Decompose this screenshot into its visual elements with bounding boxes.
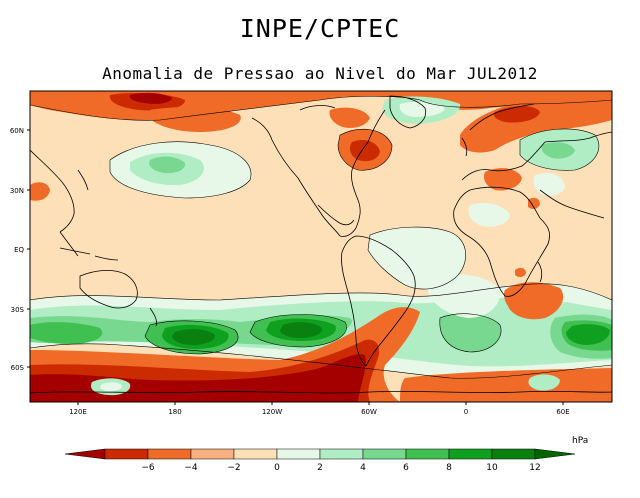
colorbar-tick-label: 0 (274, 463, 280, 473)
anomaly-region-siberia-neg6 (129, 92, 172, 104)
coastline-antarctica (30, 390, 612, 394)
anomaly-region-east-antarctic-pos (528, 374, 560, 391)
lon-label-60e: 60E (556, 408, 569, 416)
lat-label-60n: 60N (10, 127, 24, 135)
coastline-europe (461, 103, 546, 181)
lon-label-0: 0 (464, 408, 468, 416)
anomaly-region-north-atlantic-neg4 (350, 140, 380, 162)
coastline-africa (453, 186, 550, 297)
colorbar-tick-label: −4 (184, 463, 198, 473)
chart-title: INPE/CPTEC (239, 14, 401, 43)
anomaly-region-greenland-pos2 (399, 101, 445, 117)
colorbar-segment (190, 448, 235, 460)
anomaly-region-east-antarctic-neg (400, 368, 612, 402)
colorbar-tick-label: 6 (403, 463, 409, 473)
colorbar-segment (319, 448, 364, 460)
coastline-asia (30, 131, 612, 257)
anomaly-region-tasman-6 (30, 322, 103, 344)
anomaly-field (30, 91, 612, 402)
colorbar-segment (233, 448, 278, 460)
coastline-uk (461, 137, 468, 157)
colorbar-tick-label: −6 (141, 463, 155, 473)
colorbar-segment (491, 448, 536, 460)
anomaly-region-africa-neg (515, 267, 526, 278)
lat-label-eq: EQ (14, 246, 24, 254)
coastlines (30, 95, 612, 394)
colorbar-segment (534, 448, 576, 460)
chart-subtitle: Anomalia de Pressao ao Nivel do Mar JUL2… (102, 64, 538, 83)
anomaly-region-aleutian-neg (150, 107, 241, 132)
anomaly-region-sahara-pos (468, 203, 510, 227)
coastline-indonesia (59, 247, 119, 261)
map-frame (29, 90, 613, 403)
colorbar-tick-label: 10 (486, 463, 498, 473)
latitude-axis: 60N 30N EQ 30S 60S (10, 127, 30, 372)
colorbar-tick-label: −2 (227, 463, 240, 473)
colorbar-segment (64, 448, 106, 460)
anomaly-region-pacific-east-10 (280, 322, 323, 338)
lat-label-30s: 30S (11, 306, 25, 314)
coastline-new-zealand (149, 307, 157, 327)
anomaly-region-tropical-atlantic-pos (368, 227, 466, 290)
lon-label-120w: 120W (262, 408, 282, 416)
coastline-australia (79, 270, 138, 309)
colorbar-segment (147, 448, 192, 460)
colorbar-tick-label: 8 (446, 463, 452, 473)
anomaly-region-pacific-10 (172, 329, 216, 345)
colorbar: hPa −6 −4 −2 0 2 4 6 8 10 12 (64, 436, 588, 473)
longitude-axis: 120E 180 120W 60W 0 60E (69, 402, 570, 416)
colorbar-segment (362, 448, 407, 460)
colorbar-segment (276, 448, 321, 460)
contour-lines (30, 95, 612, 379)
anomaly-region-north-pacific-pos6 (149, 156, 186, 174)
anomaly-region-indian-8 (566, 324, 610, 345)
lon-label-60w: 60W (361, 408, 377, 416)
coastline-north-america (251, 105, 386, 237)
coastline-south-america (341, 235, 416, 367)
anomaly-region-east-asia-neg (30, 182, 50, 201)
anomaly-region-south-america-pos (428, 274, 501, 318)
anomaly-region-canada-neg (329, 107, 370, 128)
colorbar-tick-label: 12 (529, 463, 540, 473)
colorbar-segment (104, 448, 149, 460)
lat-label-60s: 60S (11, 364, 25, 372)
coastline-japan (77, 169, 89, 191)
lon-label-180: 180 (168, 408, 181, 416)
anomaly-region-mediterranean-neg (484, 168, 522, 191)
coastline-central-america (317, 204, 355, 226)
anomaly-region-south-atlantic-4 (439, 313, 502, 352)
colorbar-unit: hPa (572, 436, 588, 446)
coastline-greenland (389, 95, 427, 129)
colorbar-segment (405, 448, 450, 460)
colorbar-tick-label: 4 (360, 463, 366, 473)
colorbar-tick-label: 2 (317, 463, 323, 473)
anomaly-region-antarctic-high-2 (100, 382, 122, 392)
lat-label-30n: 30N (10, 187, 24, 195)
anomaly-region-iran-neg (528, 197, 540, 209)
colorbar-segment (448, 448, 493, 460)
coastline-madagascar (537, 261, 543, 283)
lon-label-120e: 120E (69, 408, 87, 416)
anomaly-region-ural-pos2 (541, 142, 575, 159)
anomaly-region-arabia-pos (533, 173, 565, 196)
